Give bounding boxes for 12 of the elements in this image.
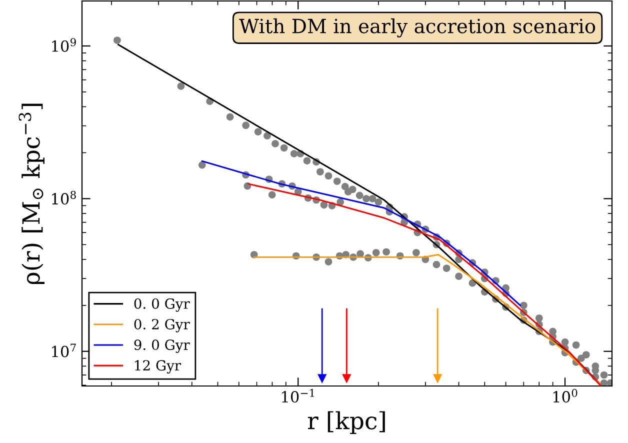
y-tick-label: 10$^{8}$: [52, 190, 76, 205]
annotation: With DM in early accretion scenario: [239, 18, 596, 38]
legend-label: 0. 0 Gyr: [134, 298, 190, 312]
x-axis-title: r [kpc]: [308, 411, 385, 434]
x-tick-label: 10$^{0}$: [553, 388, 578, 403]
y-axis-title: ρ(r) [M$_{⊙}$ kpc$^{−3}$]: [18, 104, 44, 284]
legend-label: 0. 2 Gyr: [134, 318, 190, 332]
legend-label: 12 Gyr: [135, 360, 182, 374]
y-tick-label: 10$^{7}$: [52, 344, 76, 358]
y-tick-label: 10$^{9}$: [52, 38, 76, 52]
x-tick-label: 10$^{−1}$: [282, 388, 314, 403]
legend-label: 9. 0 Gyr: [134, 340, 190, 353]
